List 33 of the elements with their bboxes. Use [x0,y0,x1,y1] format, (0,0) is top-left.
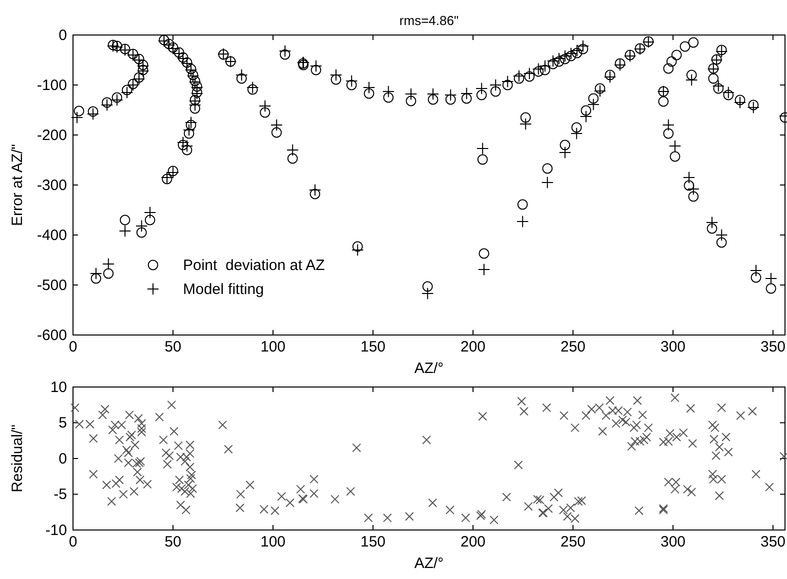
x-tick-label: 350 [760,534,786,551]
x-tick-label: 300 [660,534,686,551]
y-tick-label: -10 [45,522,67,539]
x-tick-label: 50 [164,338,182,356]
chart-title: rms=4.86" [399,13,459,28]
x-tick-label: 200 [460,338,486,356]
x-tick-label: 150 [360,338,386,356]
y-tick-label: 0 [58,450,67,468]
y-tick-label: -500 [36,276,67,294]
y-tick-label: -400 [36,226,67,244]
y-axis-title: Error at AZ/" [9,144,26,226]
x-axis-title: AZ/° [414,555,444,572]
y-tick-label: 10 [50,378,67,396]
x-tick-label: 50 [164,534,182,551]
x-tick-label: 300 [660,338,686,356]
x-tick-label: 100 [260,338,286,356]
y-tick-label: -200 [36,126,67,144]
y-tick-label: -100 [36,76,67,94]
y-tick-label: -300 [36,176,67,194]
x-tick-label: 100 [260,534,286,551]
y-tick-label: 0 [58,26,67,44]
x-tick-label: 200 [460,534,486,551]
x-axis-title: AZ/° [414,360,444,377]
legend-label: Point deviation at AZ [183,257,325,274]
y-tick-label: -5 [54,486,67,504]
x-tick-label: 350 [760,338,786,356]
legend-label: Model fitting [183,281,264,298]
y-axis-title: Residual/" [9,424,26,492]
x-tick-label: 150 [360,534,386,551]
x-tick-label: 250 [560,338,586,356]
y-tick-label: -600 [36,326,67,344]
y-tick-label: 5 [58,414,67,432]
x-tick-label: 250 [560,534,586,551]
